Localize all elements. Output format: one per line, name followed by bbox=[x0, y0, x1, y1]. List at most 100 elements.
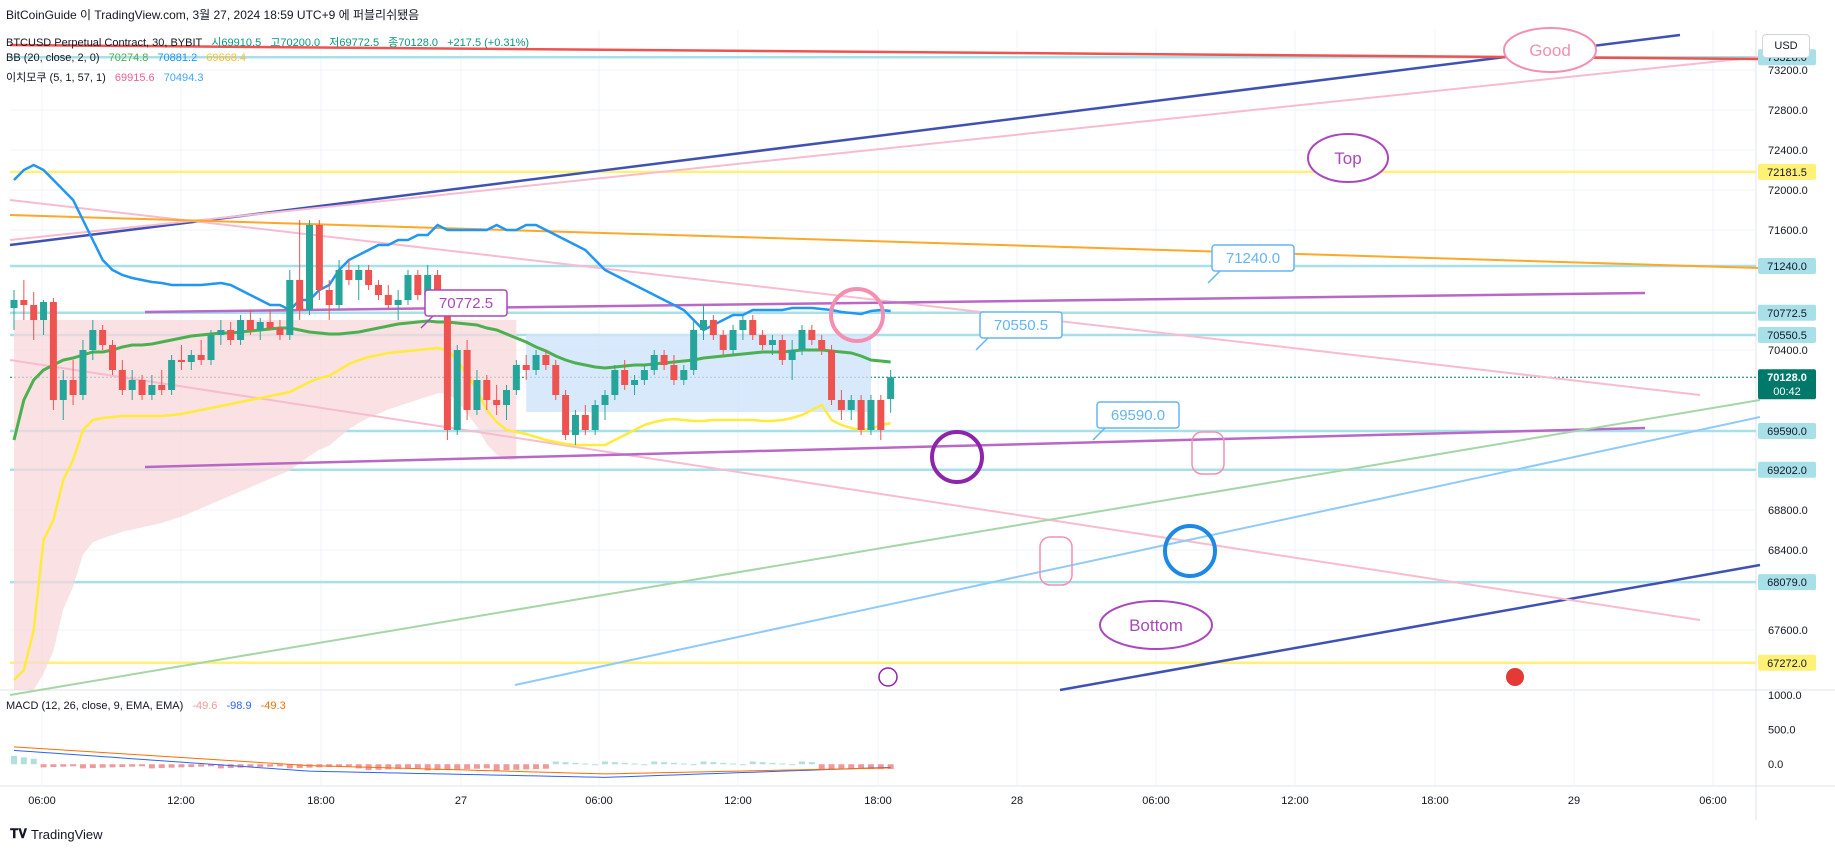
candle-body bbox=[374, 285, 382, 295]
trend-line bbox=[9, 43, 1761, 61]
macd-hist-bar bbox=[858, 764, 865, 770]
candle-body bbox=[768, 340, 776, 345]
candle-body bbox=[256, 322, 264, 330]
macd-hist-bar bbox=[70, 764, 77, 767]
candle-body bbox=[857, 400, 865, 430]
trend-line bbox=[144, 426, 1646, 469]
change-value: +217.5 (+0.31%) bbox=[447, 37, 530, 49]
macd-hist-bar bbox=[641, 764, 648, 766]
macd-hist-bar bbox=[799, 761, 805, 765]
macd-hist-bar bbox=[493, 764, 500, 771]
macd-hist-bar bbox=[444, 764, 451, 770]
candle-body bbox=[266, 322, 274, 328]
bb-basis-line bbox=[12, 319, 891, 441]
candle-body bbox=[315, 225, 323, 290]
macd-hist-bar bbox=[582, 763, 589, 765]
macd-hist-bar bbox=[503, 764, 510, 771]
candle-body bbox=[621, 370, 629, 385]
currency-button[interactable]: USD bbox=[1762, 34, 1810, 58]
macd-hist-bar bbox=[276, 764, 283, 767]
footer-brand[interactable]: TradingView bbox=[31, 826, 103, 842]
x-tick-label: 06:00 bbox=[1699, 795, 1727, 807]
macd-hist-bar bbox=[267, 764, 274, 767]
candle-body bbox=[49, 302, 57, 400]
price-level-tag bbox=[1758, 304, 1816, 321]
candle-body bbox=[227, 330, 235, 340]
price-level-tag bbox=[1758, 369, 1816, 400]
macd-label[interactable]: MACD (12, 26, close, 9, EMA, EMA) bbox=[6, 700, 184, 712]
candle-body bbox=[512, 365, 520, 390]
x-tick-label: 12:00 bbox=[167, 795, 195, 807]
candle-body bbox=[591, 405, 599, 430]
candle-body bbox=[552, 365, 560, 395]
macd-hist-bar bbox=[257, 764, 264, 767]
callout-70772-box bbox=[424, 289, 508, 317]
macd-signal-value: -49.3 bbox=[260, 700, 286, 712]
trend-line bbox=[1059, 563, 1761, 692]
callout-70772-label: 70772.5 bbox=[439, 295, 493, 312]
legend-macd: MACD (12, 26, close, 9, EMA, EMA) -49.6 … bbox=[6, 700, 292, 712]
candle-body bbox=[759, 335, 767, 345]
y-tick-label: 72000.0 bbox=[1768, 185, 1808, 197]
candle-body bbox=[207, 335, 215, 360]
candle-body bbox=[10, 300, 18, 308]
candle-body bbox=[424, 275, 432, 295]
macd-hist-bar bbox=[129, 764, 136, 767]
y-tick-label: 71600.0 bbox=[1768, 225, 1808, 237]
price-axis: 73200.0 72800.0 72400.0 72000.0 71600.0 70400… bbox=[1758, 49, 1816, 771]
candle-body bbox=[828, 350, 836, 400]
macd-hist-bar bbox=[759, 762, 766, 765]
macd-hist-bar bbox=[877, 764, 884, 770]
candle-body bbox=[177, 360, 185, 362]
candle-body bbox=[99, 330, 107, 345]
macd-hist-bar bbox=[40, 764, 47, 768]
macd-hist-bar bbox=[30, 758, 37, 765]
bb-label[interactable]: BB (20, close, 2, 0) bbox=[6, 52, 100, 64]
candle-body bbox=[89, 330, 97, 350]
candle-body bbox=[463, 350, 471, 410]
legend-main: BTCUSD Perpetual Contract, 30, BYBIT 시69… bbox=[6, 34, 535, 50]
macd-hist-bar bbox=[434, 764, 441, 771]
macd-hist-bar bbox=[483, 764, 490, 769]
publish-caption: BitCoinGuide 이 TradingView.com, 3월 27, 2… bbox=[6, 8, 420, 22]
ichimoku-label[interactable]: 이치모쿠 (5, 1, 57, 1) bbox=[6, 72, 106, 84]
macd-hist-bar bbox=[375, 764, 382, 770]
macd-hist-bar bbox=[602, 761, 608, 765]
macd-hist-bar bbox=[700, 761, 707, 765]
tradingview-logo-icon: 𝐓𝐕 bbox=[10, 826, 27, 841]
candle-body bbox=[581, 415, 589, 430]
macd-hist-bar bbox=[542, 764, 549, 769]
candle-body bbox=[158, 385, 166, 390]
macd-hist-bar bbox=[326, 764, 333, 767]
bollinger-bands bbox=[12, 163, 891, 681]
macd-hist-bar bbox=[690, 764, 697, 766]
candle-body bbox=[798, 330, 806, 350]
candle-body bbox=[837, 400, 845, 410]
macd-hist-bar bbox=[217, 764, 224, 769]
candle-body bbox=[808, 330, 816, 340]
price-level-label: 71240.0 bbox=[1767, 261, 1807, 273]
price-level-tag bbox=[1758, 423, 1816, 439]
macd-hist-bar bbox=[11, 755, 17, 765]
candle-body bbox=[631, 380, 639, 385]
candle-body bbox=[355, 270, 363, 280]
cloud-area bbox=[14, 320, 517, 690]
macd-line-value: -98.9 bbox=[226, 700, 252, 712]
macd-tick-label: 0.0 bbox=[1768, 759, 1783, 771]
macd-hist-bar bbox=[414, 764, 421, 769]
countdown-label: 00:42 bbox=[1773, 386, 1801, 398]
top-bubble bbox=[1307, 133, 1389, 183]
y-tick-label: 68400.0 bbox=[1768, 545, 1808, 557]
price-level-label: 73328.0 bbox=[1767, 52, 1807, 64]
callout-69590-box bbox=[1096, 401, 1180, 429]
trend-line bbox=[9, 399, 1761, 696]
price-level-tag bbox=[1758, 461, 1816, 478]
price-level-label: 70550.5 bbox=[1767, 330, 1807, 342]
close-value: 종70128.0 bbox=[388, 37, 439, 49]
candle-body bbox=[532, 355, 540, 370]
time-axis: 06:00 12:00 18:00 27 06:00 12:00 18:00 28 06:00 1… bbox=[28, 795, 1727, 807]
candle-body bbox=[217, 330, 225, 335]
macd-hist-bar bbox=[739, 764, 746, 766]
symbol-label[interactable]: BTCUSD Perpetual Contract, 30, BYBIT bbox=[6, 37, 203, 49]
